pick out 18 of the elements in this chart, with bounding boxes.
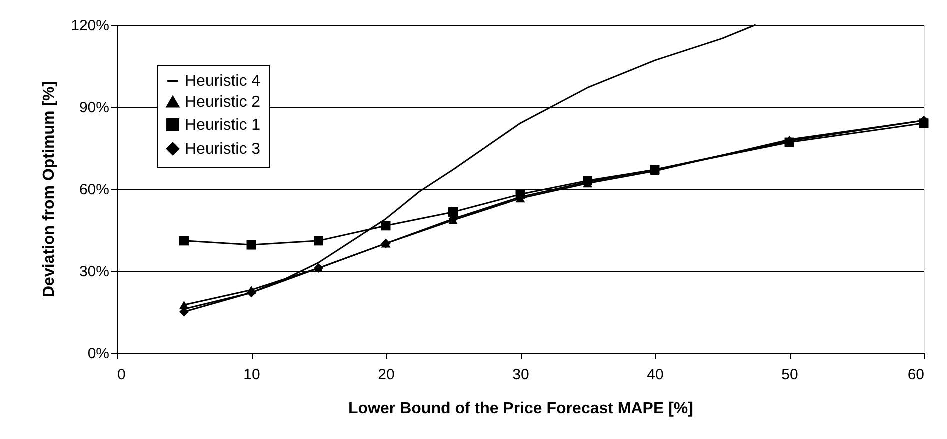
y-tick-label: 90%	[79, 100, 110, 116]
legend-label: Heuristic 1	[185, 117, 261, 134]
y-tick-label: 120%	[71, 18, 110, 34]
legend-label: Heuristic 2	[185, 94, 261, 111]
y-axis-title: Deviation from Optimum [%]	[41, 81, 58, 298]
x-tick-label: 50	[782, 366, 798, 384]
y-tick-label: 0%	[88, 346, 110, 362]
x-tick-label: 10	[244, 366, 260, 384]
x-tick-label: 60	[908, 366, 924, 384]
x-tick-label: 40	[647, 366, 664, 384]
x-tick-label: 20	[378, 366, 395, 384]
y-tick-label: 30%	[79, 264, 110, 280]
legend-label: Heuristic 3	[185, 141, 261, 158]
x-axis-title: Lower Bound of the Price Forecast MAPE [%]	[348, 400, 694, 418]
y-tick-label: 60%	[79, 182, 110, 198]
legend-label: Heuristic 4	[185, 73, 261, 90]
x-tick-label: 0	[118, 366, 126, 384]
x-tick-label: 30	[512, 366, 530, 384]
